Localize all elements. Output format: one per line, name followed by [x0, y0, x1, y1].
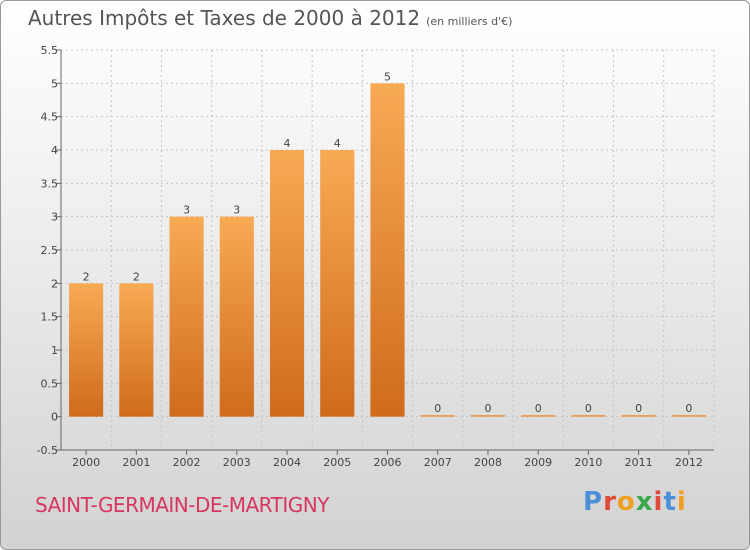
x-tick-label: 2012	[675, 456, 703, 469]
data-label: 3	[233, 204, 240, 217]
bar	[119, 283, 154, 417]
data-label: 0	[585, 402, 592, 415]
y-tick-label: -0.5	[37, 444, 58, 457]
proxiti-logo[interactable]: Proxiti	[583, 487, 687, 517]
x-tick-label: 2007	[424, 456, 452, 469]
bar	[621, 415, 656, 417]
data-label: 2	[83, 270, 90, 283]
bar	[521, 415, 556, 417]
bar	[219, 216, 254, 417]
data-label: 5	[384, 70, 391, 83]
data-label: 4	[284, 137, 291, 150]
data-label: 4	[334, 137, 341, 150]
x-tick-label: 2010	[574, 456, 602, 469]
data-label: 0	[635, 402, 642, 415]
y-tick-label: 5.5	[41, 44, 59, 57]
commune-name: SAINT-GERMAIN-DE-MARTIGNY	[35, 493, 329, 517]
bar	[571, 415, 606, 417]
y-tick-label: 2	[51, 277, 58, 290]
chart-unit: (en milliers d'€)	[426, 15, 513, 28]
y-tick-label: 0.5	[41, 377, 59, 390]
x-tick-label: 2003	[223, 456, 251, 469]
x-tick-label: 2000	[72, 456, 100, 469]
chart-title-text: Autres Impôts et Taxes de 2000 à 2012	[28, 6, 421, 30]
logo-letter: r	[603, 487, 617, 517]
y-tick-label: 0	[51, 411, 58, 424]
bar	[269, 150, 305, 417]
y-tick-label: 5	[51, 77, 58, 90]
bar	[470, 415, 506, 417]
x-tick-label: 2006	[374, 456, 402, 469]
x-tick-label: 2004	[273, 456, 301, 469]
data-label: 0	[434, 402, 441, 415]
bar	[320, 150, 355, 417]
bar	[69, 283, 104, 417]
x-tick-label: 2009	[524, 456, 552, 469]
bar	[671, 415, 706, 417]
logo-letter: x	[635, 487, 654, 517]
x-tick-label: 2001	[122, 456, 150, 469]
bar	[420, 415, 455, 417]
x-tick-label: 2005	[323, 456, 351, 469]
logo-letter: P	[583, 487, 604, 517]
bar	[370, 83, 405, 417]
y-tick-label: 4	[51, 144, 58, 157]
data-label: 0	[535, 402, 542, 415]
y-tick-label: 3	[51, 211, 58, 224]
x-tick-label: 2002	[173, 456, 201, 469]
y-tick-label: 1.5	[41, 311, 59, 324]
x-tick-label: 2011	[625, 456, 653, 469]
y-tick-label: 2.5	[41, 244, 59, 257]
data-label: 0	[484, 402, 491, 415]
data-label: 3	[183, 204, 190, 217]
data-label: 2	[133, 270, 140, 283]
logo-letter: i	[676, 487, 687, 517]
x-tick-label: 2008	[474, 456, 502, 469]
y-tick-label: 4.5	[41, 111, 59, 124]
logo-letter: o	[616, 487, 636, 517]
y-tick-label: 3.5	[41, 177, 59, 190]
logo-letter: t	[663, 487, 677, 517]
bar	[169, 216, 204, 417]
chart-title: Autres Impôts et Taxes de 2000 à 2012 (en…	[28, 6, 512, 30]
logo-letter: i	[653, 487, 664, 517]
y-tick-label: 1	[51, 344, 58, 357]
data-label: 0	[685, 402, 692, 415]
